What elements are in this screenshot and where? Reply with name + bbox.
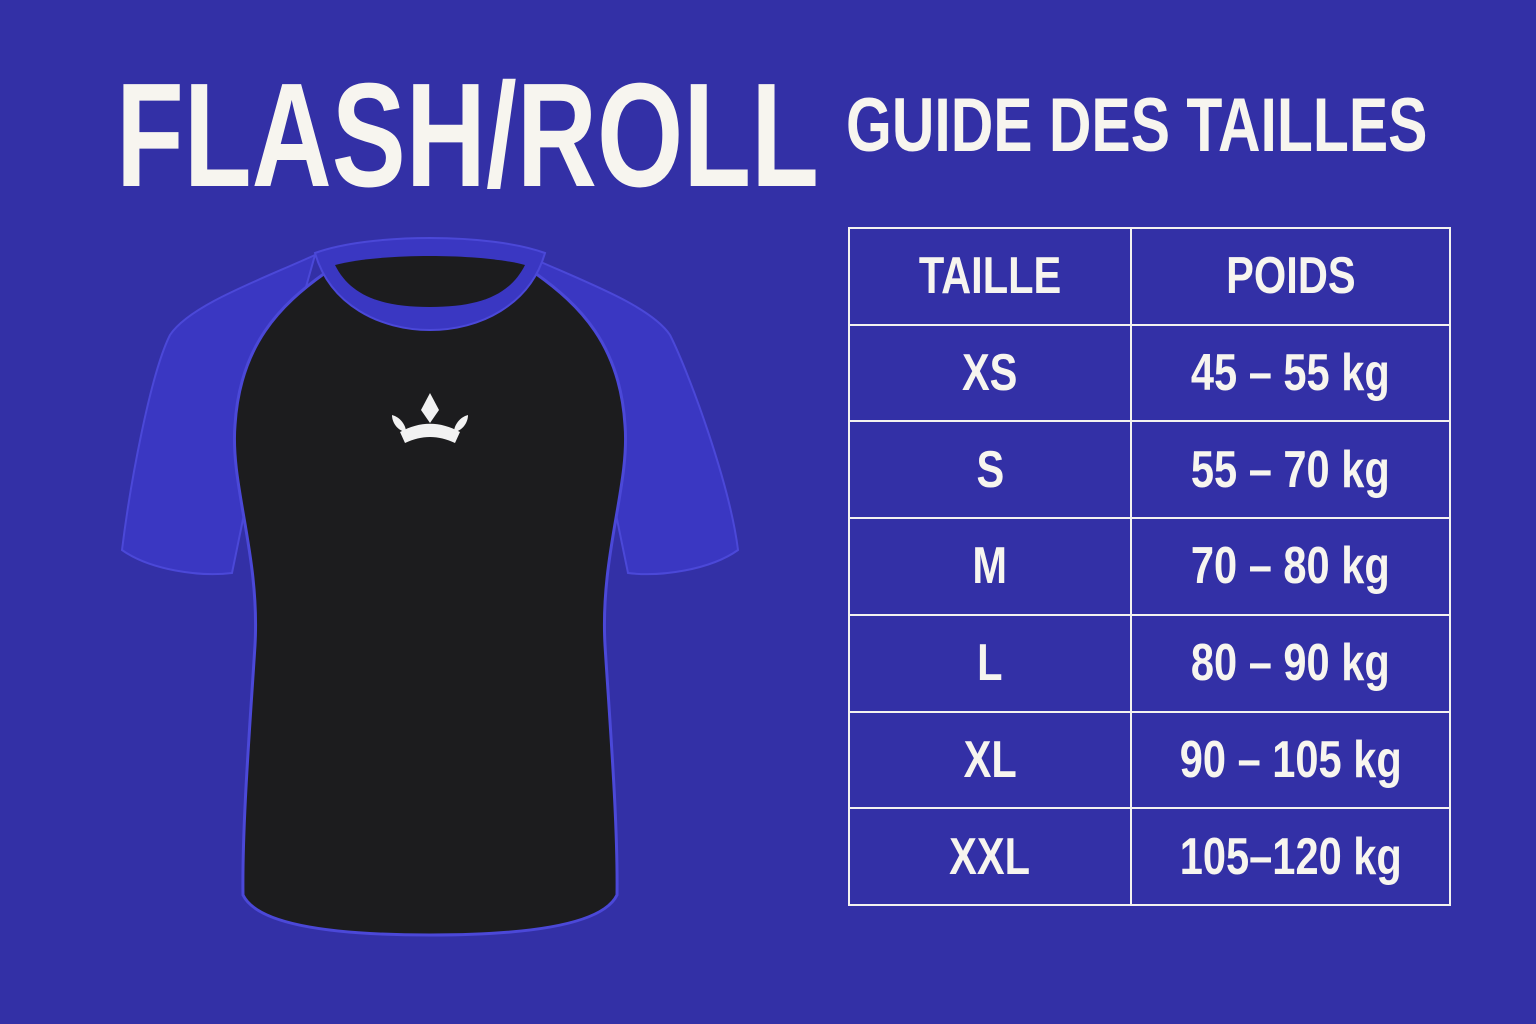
header-weight: POIDS — [1130, 227, 1451, 326]
table-row: L 80 – 90 kg — [848, 613, 1451, 713]
table-row: XXL 105–120 kg — [848, 807, 1451, 906]
weight-cell: 90 – 105 kg — [1130, 710, 1451, 810]
size-table: TAILLE POIDS XS 45 – 55 kg S 55 – 70 kg … — [848, 227, 1451, 906]
table-row: XL 90 – 105 kg — [848, 710, 1451, 810]
weight-cell: 70 – 80 kg — [1130, 517, 1451, 616]
weight-cell: 80 – 90 kg — [1130, 613, 1451, 713]
size-cell: XL — [848, 710, 1132, 810]
crown-icon — [392, 393, 468, 443]
table-row: M 70 – 80 kg — [848, 517, 1451, 616]
weight-cell: 55 – 70 kg — [1130, 420, 1451, 520]
table-row: XS 45 – 55 kg — [848, 323, 1451, 423]
size-guide-title: GUIDE DES TAILLES — [846, 83, 1428, 168]
rashguard-illustration — [120, 237, 740, 937]
brand-title: FLASH/ROLL — [116, 53, 819, 218]
size-cell: XXL — [848, 807, 1132, 906]
shirt-body — [232, 271, 628, 937]
size-cell: S — [848, 420, 1132, 520]
size-cell: XS — [848, 323, 1132, 423]
weight-cell: 45 – 55 kg — [1130, 323, 1451, 423]
weight-cell: 105–120 kg — [1130, 807, 1451, 906]
table-row: S 55 – 70 kg — [848, 420, 1451, 520]
size-cell: L — [848, 613, 1132, 713]
table-header-row: TAILLE POIDS — [848, 227, 1451, 326]
header-size: TAILLE — [848, 227, 1132, 326]
size-cell: M — [848, 517, 1132, 616]
